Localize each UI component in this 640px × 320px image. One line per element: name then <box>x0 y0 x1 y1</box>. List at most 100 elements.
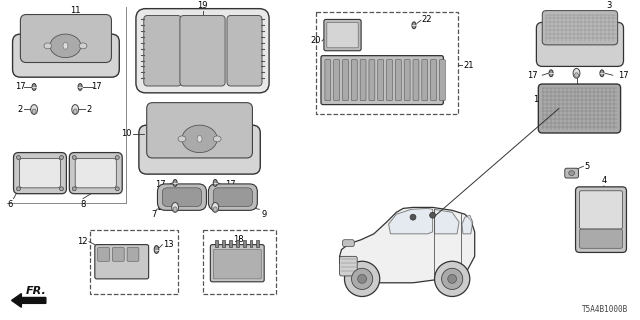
FancyBboxPatch shape <box>342 60 348 101</box>
Ellipse shape <box>213 180 218 186</box>
FancyBboxPatch shape <box>20 14 111 62</box>
Ellipse shape <box>173 180 177 186</box>
Text: 5: 5 <box>584 162 589 171</box>
Ellipse shape <box>115 187 119 191</box>
Text: 8: 8 <box>81 200 86 209</box>
Ellipse shape <box>213 136 221 142</box>
Text: 17: 17 <box>527 71 538 80</box>
Ellipse shape <box>63 43 68 49</box>
Circle shape <box>410 214 416 220</box>
Bar <box>236 240 239 247</box>
FancyBboxPatch shape <box>378 60 383 101</box>
FancyBboxPatch shape <box>575 187 627 252</box>
Ellipse shape <box>412 22 416 29</box>
Ellipse shape <box>32 84 36 91</box>
Text: 2: 2 <box>86 105 92 114</box>
Bar <box>202 230 276 293</box>
FancyBboxPatch shape <box>13 34 119 77</box>
FancyBboxPatch shape <box>536 22 623 67</box>
Bar <box>90 230 178 293</box>
Ellipse shape <box>17 156 20 159</box>
Text: 11: 11 <box>70 5 81 14</box>
Text: T5A4B1000B: T5A4B1000B <box>582 305 628 314</box>
FancyBboxPatch shape <box>333 60 340 101</box>
Text: 12: 12 <box>77 237 88 246</box>
Ellipse shape <box>78 84 82 91</box>
FancyBboxPatch shape <box>325 60 331 101</box>
FancyBboxPatch shape <box>209 184 257 210</box>
Ellipse shape <box>17 187 20 191</box>
Circle shape <box>429 212 436 218</box>
Text: 7: 7 <box>151 210 156 219</box>
Bar <box>215 240 218 247</box>
FancyBboxPatch shape <box>321 56 444 105</box>
Bar <box>257 240 259 247</box>
Ellipse shape <box>197 135 202 142</box>
FancyBboxPatch shape <box>360 60 366 101</box>
Ellipse shape <box>600 70 604 77</box>
Text: 4: 4 <box>602 176 607 185</box>
FancyBboxPatch shape <box>413 60 419 101</box>
FancyBboxPatch shape <box>538 84 621 133</box>
Text: 17: 17 <box>618 71 628 80</box>
Text: 22: 22 <box>422 15 433 24</box>
Ellipse shape <box>72 105 79 114</box>
Ellipse shape <box>213 207 217 212</box>
FancyBboxPatch shape <box>127 248 139 261</box>
Text: 18: 18 <box>234 235 244 244</box>
Ellipse shape <box>569 171 575 176</box>
Ellipse shape <box>31 105 38 114</box>
FancyBboxPatch shape <box>211 244 264 282</box>
FancyBboxPatch shape <box>163 188 202 206</box>
FancyBboxPatch shape <box>136 9 269 93</box>
FancyBboxPatch shape <box>95 244 148 279</box>
FancyBboxPatch shape <box>213 188 252 206</box>
Ellipse shape <box>549 70 553 77</box>
FancyBboxPatch shape <box>76 158 116 188</box>
Text: 2: 2 <box>227 203 232 212</box>
FancyBboxPatch shape <box>564 168 579 178</box>
Ellipse shape <box>79 43 87 49</box>
FancyBboxPatch shape <box>422 60 428 101</box>
FancyBboxPatch shape <box>147 103 252 158</box>
FancyBboxPatch shape <box>180 15 225 86</box>
Ellipse shape <box>573 68 580 78</box>
FancyBboxPatch shape <box>213 250 261 279</box>
Text: FR.: FR. <box>26 285 47 296</box>
Polygon shape <box>435 209 459 234</box>
Ellipse shape <box>154 245 159 253</box>
Bar <box>229 240 232 247</box>
Ellipse shape <box>575 73 579 78</box>
Polygon shape <box>462 215 473 234</box>
Text: 17: 17 <box>92 83 102 92</box>
FancyBboxPatch shape <box>324 20 361 51</box>
Circle shape <box>351 268 372 290</box>
Text: 9: 9 <box>261 210 266 219</box>
Ellipse shape <box>172 203 179 212</box>
FancyBboxPatch shape <box>69 153 122 194</box>
Text: 10: 10 <box>122 130 132 139</box>
Ellipse shape <box>178 136 186 142</box>
FancyBboxPatch shape <box>431 60 436 101</box>
Text: 17: 17 <box>155 180 166 189</box>
Ellipse shape <box>73 109 77 114</box>
FancyBboxPatch shape <box>396 60 401 101</box>
Text: 19: 19 <box>197 1 208 10</box>
FancyBboxPatch shape <box>369 60 375 101</box>
Polygon shape <box>340 207 475 283</box>
FancyArrow shape <box>12 293 46 307</box>
FancyBboxPatch shape <box>113 248 124 261</box>
Polygon shape <box>388 208 433 234</box>
FancyBboxPatch shape <box>404 60 410 101</box>
Text: 21: 21 <box>463 61 474 70</box>
Text: 1: 1 <box>533 95 538 104</box>
Ellipse shape <box>32 109 36 114</box>
FancyBboxPatch shape <box>579 191 623 229</box>
Bar <box>316 12 458 114</box>
Ellipse shape <box>60 187 63 191</box>
FancyBboxPatch shape <box>387 60 392 101</box>
Circle shape <box>435 261 470 297</box>
FancyBboxPatch shape <box>139 125 260 174</box>
FancyBboxPatch shape <box>98 248 109 261</box>
FancyBboxPatch shape <box>327 22 358 48</box>
